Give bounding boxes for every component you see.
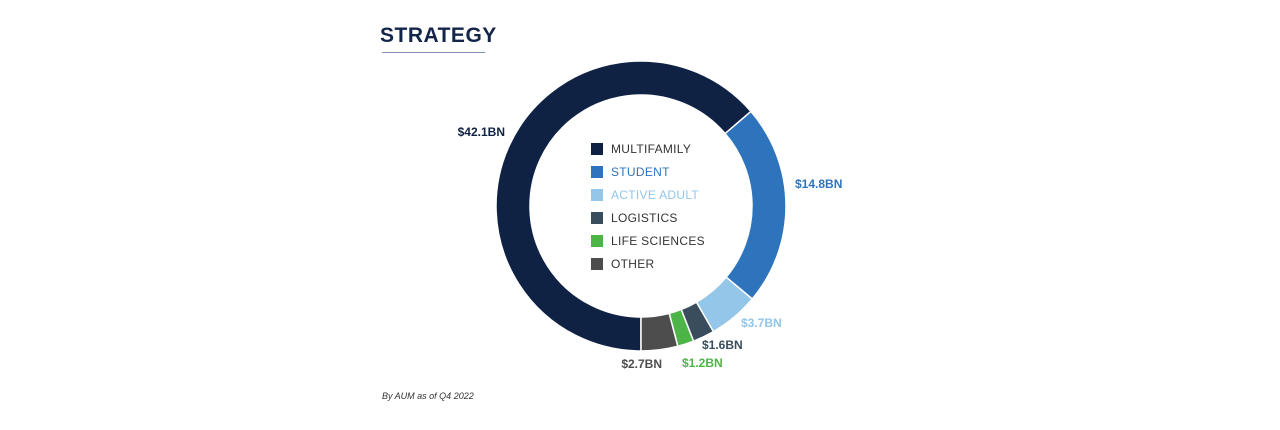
- legend-label: LIFE SCIENCES: [611, 233, 705, 248]
- legend-label: MULTIFAMILY: [611, 141, 692, 156]
- legend-swatch: [591, 257, 603, 270]
- slice-student: [724, 110, 787, 301]
- footnote: By AUM as of Q4 2022: [382, 391, 474, 401]
- legend-label: LOGISTICS: [611, 210, 678, 225]
- value-label-active-adult: $3.7BN: [741, 316, 782, 330]
- legend-item-other: OTHER: [591, 252, 705, 275]
- legend-item-multifamily: MULTIFAMILY: [591, 137, 705, 160]
- legend-swatch: [591, 234, 603, 247]
- legend-swatch: [591, 211, 603, 224]
- title-underline: [382, 52, 485, 53]
- legend-label: ACTIVE ADULT: [611, 187, 700, 202]
- value-label-multifamily: $42.1BN: [458, 125, 505, 139]
- legend-item-active-adult: ACTIVE ADULT: [591, 183, 705, 206]
- value-label-life-sciences: $1.2BN: [682, 356, 723, 370]
- legend-item-life-sciences: LIFE SCIENCES: [591, 229, 705, 252]
- slice-other: [640, 312, 679, 352]
- value-label-other: $2.7BN: [621, 357, 662, 371]
- chart-title: STRATEGY: [380, 24, 497, 47]
- legend-label: STUDENT: [611, 164, 670, 179]
- legend-label: OTHER: [611, 256, 655, 271]
- legend: MULTIFAMILY STUDENT ACTIVE ADULT LOGISTICS L…: [591, 137, 705, 275]
- legend-swatch: [591, 188, 603, 201]
- slice-multifamily: [495, 60, 752, 352]
- value-label-student: $14.8BN: [795, 177, 842, 191]
- legend-swatch: [591, 142, 603, 155]
- legend-swatch: [591, 165, 603, 178]
- legend-item-student: STUDENT: [591, 160, 705, 183]
- legend-item-logistics: LOGISTICS: [591, 206, 705, 229]
- value-label-logistics: $1.6BN: [702, 338, 743, 352]
